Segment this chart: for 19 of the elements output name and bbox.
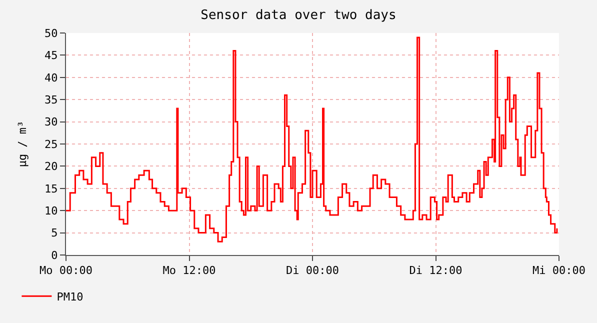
y-tick-label: 50 — [44, 26, 58, 40]
y-tick-label: 5 — [51, 226, 58, 240]
y-tick-label: 15 — [44, 182, 58, 196]
y-tick-label: 35 — [44, 93, 58, 106]
y-tick-label: 0 — [51, 248, 58, 262]
x-tick-label: Di 00:00 — [286, 264, 339, 278]
y-tick-label: 10 — [44, 204, 58, 218]
x-tick-label: Mi 00:00 — [532, 264, 586, 278]
y-tick-label: 45 — [44, 49, 58, 62]
legend-label: PM10 — [56, 290, 84, 304]
y-tick-label: 40 — [44, 71, 58, 84]
x-tick-label: Mo 00:00 — [40, 264, 92, 278]
chart-title: Sensor data over two days — [200, 8, 396, 23]
x-tick-label: Di 12:00 — [409, 264, 462, 278]
y-tick-label: 20 — [44, 160, 58, 174]
y-tick-label: 30 — [44, 116, 58, 129]
y-axis-title: µg / m³ — [16, 120, 30, 168]
x-tick-label: Mo 12:00 — [162, 264, 216, 278]
y-tick-label: 25 — [44, 138, 58, 151]
